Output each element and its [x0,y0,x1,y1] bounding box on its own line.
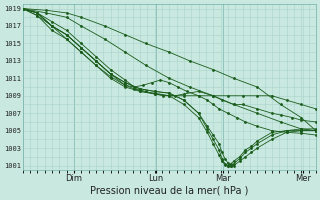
X-axis label: Pression niveau de la mer( hPa ): Pression niveau de la mer( hPa ) [90,186,248,196]
